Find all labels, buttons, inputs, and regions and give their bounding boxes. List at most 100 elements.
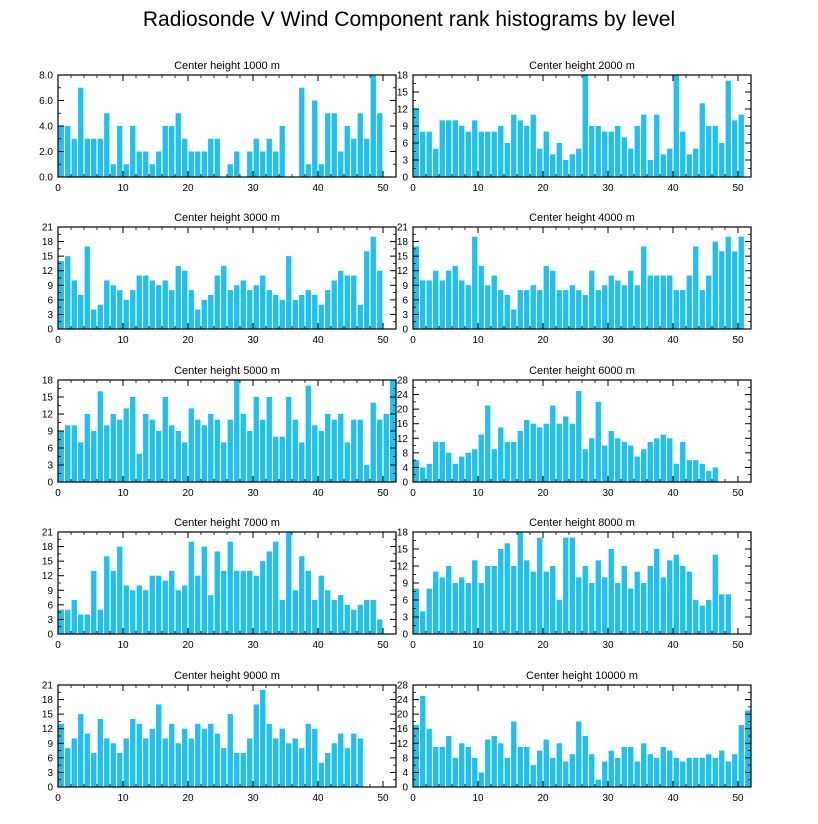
x-tick-label: 40 (667, 488, 679, 499)
bar (543, 265, 549, 329)
bar (491, 566, 497, 634)
bar (511, 114, 517, 177)
bar (504, 295, 510, 329)
y-tick-label: 12 (42, 266, 54, 277)
bar (628, 445, 634, 482)
bar (504, 441, 510, 482)
bar (338, 151, 344, 177)
bar (188, 290, 194, 329)
x-tick-label: 30 (247, 488, 259, 499)
y-tick-label: 15 (42, 710, 54, 721)
bar (511, 441, 517, 482)
bar (58, 261, 64, 329)
bar (439, 280, 445, 329)
bar (654, 549, 660, 634)
bar (318, 431, 324, 482)
bar (719, 143, 725, 177)
bar (719, 594, 725, 634)
bar (491, 736, 497, 787)
bar (504, 543, 510, 634)
bar (706, 600, 712, 634)
y-tick-label: 0 (402, 478, 408, 489)
bar (175, 113, 181, 177)
y-tick-label: 8.0 (39, 71, 53, 82)
y-tick-label: 6 (402, 295, 408, 306)
bar (563, 290, 569, 329)
bar (110, 743, 116, 787)
bar (58, 723, 64, 787)
bar (615, 438, 621, 482)
chart-panel-2: Center height 2000 m 0 10 20 30 40 50 0 3 6 9 12 15 1… (397, 60, 752, 194)
bar (130, 290, 136, 329)
x-tick-label: 20 (182, 640, 194, 651)
bar (91, 309, 97, 329)
bar (351, 609, 357, 634)
bar (364, 600, 370, 634)
bar (543, 739, 549, 787)
bar (524, 560, 530, 634)
bar (563, 416, 569, 482)
bar (331, 113, 337, 177)
bar (260, 275, 266, 329)
bar (357, 419, 363, 482)
bar (621, 441, 627, 482)
bar (517, 532, 523, 634)
bar (188, 738, 194, 787)
bar (712, 126, 718, 177)
chart-panel-1: Center height 1000 m 0 10 20 30 40 50 0.0 2.0 4.0… (39, 60, 397, 194)
bar (175, 590, 181, 634)
bar (273, 738, 279, 787)
x-tick-label: 0 (55, 335, 61, 346)
bar (660, 577, 666, 634)
chart-panel-5: Center height 5000 m 0 10 20 30 40 50 0 3 6 9 12 15 1… (42, 365, 397, 499)
bar (331, 743, 337, 787)
bar (162, 126, 168, 177)
y-tick-label: 6 (47, 295, 53, 306)
bar (123, 299, 129, 329)
bar (680, 290, 686, 329)
bar (459, 280, 465, 329)
y-tick-label: 9 (47, 739, 53, 750)
bar (660, 746, 666, 787)
y-tick-label: 6 (47, 444, 53, 455)
bar (446, 736, 452, 787)
bar (550, 405, 556, 482)
x-tick-label: 20 (537, 488, 549, 499)
bar (472, 120, 478, 177)
bar (136, 453, 142, 482)
bar (589, 270, 595, 329)
bar (576, 390, 582, 482)
bar (130, 590, 136, 634)
bar (156, 431, 162, 482)
bar (370, 236, 376, 329)
bar (465, 131, 471, 177)
bar (738, 725, 744, 787)
bar (712, 757, 718, 787)
bar (511, 309, 517, 329)
x-tick-label: 0 (410, 183, 416, 194)
bar (647, 566, 653, 634)
bar (719, 251, 725, 329)
bar (530, 114, 536, 177)
bar (97, 138, 103, 177)
bar (136, 151, 142, 177)
y-tick-label: 28 (397, 681, 409, 692)
bar (104, 556, 110, 634)
bar (195, 723, 201, 787)
panel-title: Center height 7000 m (174, 517, 280, 529)
y-tick-label: 18 (42, 542, 54, 553)
bar (647, 754, 653, 787)
bar (325, 753, 331, 787)
bar (273, 295, 279, 329)
bar (621, 137, 627, 177)
panel-title: Center height 1000 m (174, 60, 280, 72)
bar (260, 561, 266, 634)
bar (117, 290, 123, 329)
bar (58, 609, 64, 634)
bar (182, 138, 188, 177)
bar (253, 575, 259, 634)
bar (97, 719, 103, 787)
y-tick-label: 3 (47, 615, 53, 626)
bar (130, 719, 136, 787)
bar (227, 164, 233, 177)
